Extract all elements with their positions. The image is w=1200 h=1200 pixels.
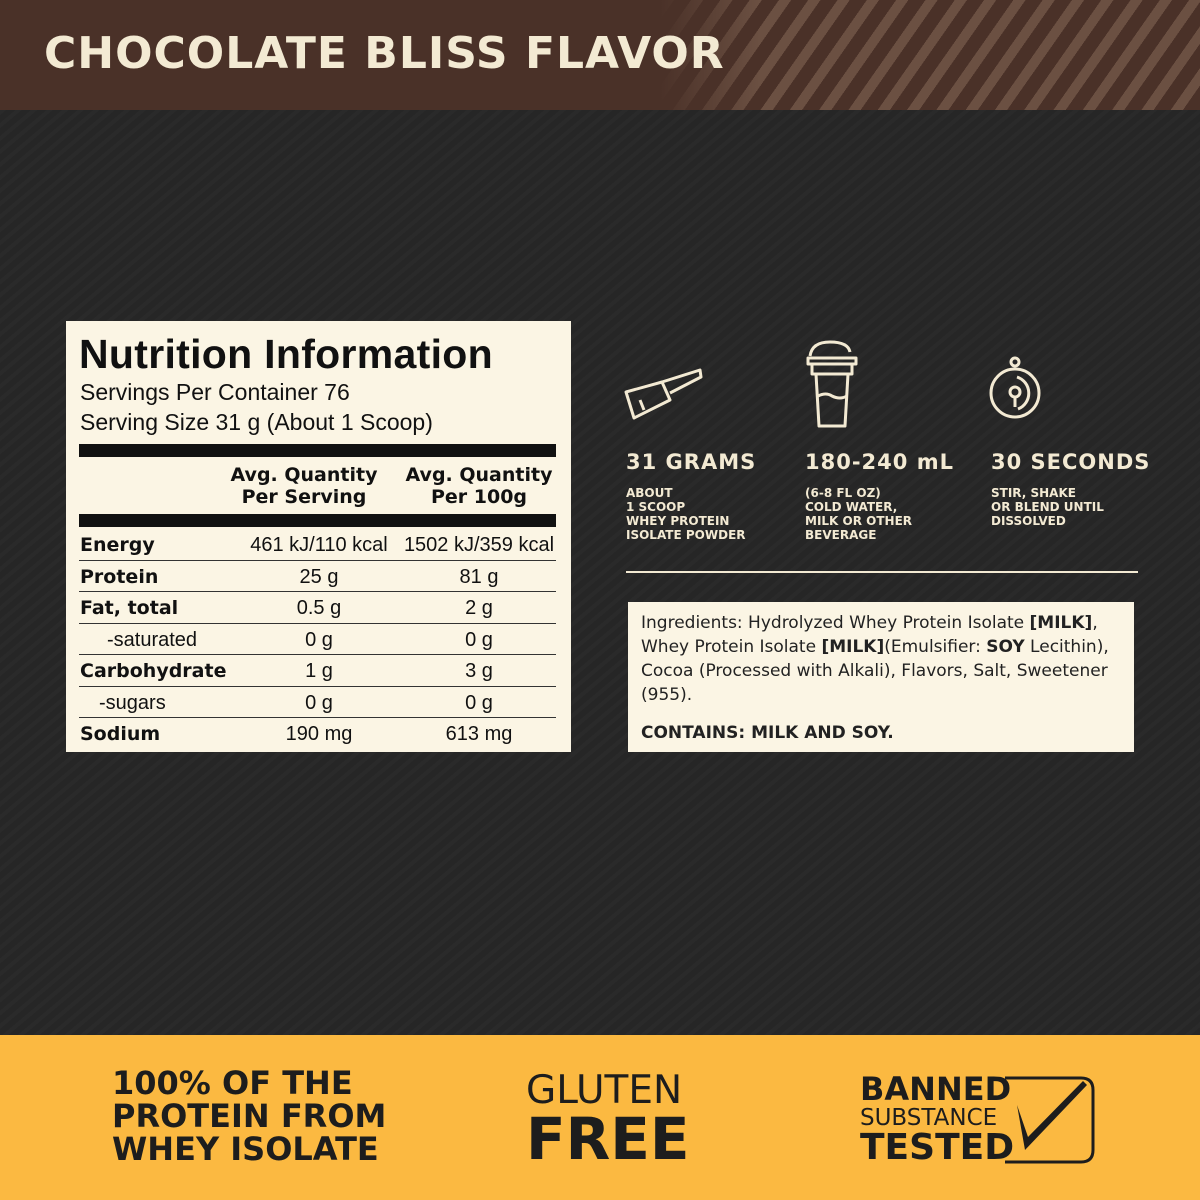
- col-header-per-serving: Avg. Quantity Per Serving: [230, 464, 378, 508]
- direction-text: STIR, SHAKE OR BLEND UNTIL DISSOLVED: [991, 486, 1104, 528]
- per-100g-value: 2 g: [465, 597, 493, 619]
- direction-liquid: 180-240 mL (6-8 FL OZ) COLD WATER, MILK O…: [805, 450, 954, 542]
- direction-text: (6-8 FL OZ) COLD WATER, MILK OR OTHER BE…: [805, 486, 913, 542]
- gluten-free-claim: GLUTEN FREE: [526, 1068, 690, 1173]
- row-label: -sugars: [99, 691, 166, 714]
- table-row: Energy 461 kJ/110 kcal 1502 kJ/359 kcal: [79, 529, 556, 561]
- checkmark-box-icon: [1005, 1076, 1095, 1164]
- table-row: Carbohydrate 1 g 3 g: [79, 655, 556, 687]
- allergen-statement: CONTAINS: MILK AND SOY.: [641, 723, 894, 743]
- col-header-per-100g: Avg. Quantity Per 100g: [405, 464, 553, 508]
- flavor-banner: CHOCOLATE BLISS FLAVOR: [0, 0, 1200, 110]
- per-serving-value: 190 mg: [285, 723, 353, 745]
- serving-size: Serving Size 31 g (About 1 Scoop): [80, 409, 433, 435]
- banned-substance-claim: BANNED SUBSTANCE TESTED: [860, 1070, 1015, 1168]
- row-label: Energy: [80, 534, 155, 556]
- per-serving-value: 0 g: [305, 691, 333, 714]
- direction-amount: 31 GRAMS ABOUT 1 SCOOP WHEY PROTEIN ISOLA…: [626, 450, 756, 542]
- per-100g-value: 0 g: [465, 691, 493, 714]
- per-serving-value: 25 g: [299, 565, 339, 588]
- per-serving-value: 1 g: [305, 660, 333, 682]
- table-row: -sugars 0 g 0 g: [79, 687, 556, 718]
- decorative-stripes: [660, 0, 1200, 110]
- ingredients-text: Ingredients: Hydrolyzed Whey Protein Iso…: [641, 613, 1109, 705]
- divider: [79, 514, 556, 527]
- direction-title: 30 SECONDS: [991, 450, 1151, 474]
- table-row: -saturated 0 g 0 g: [79, 624, 556, 655]
- table-row: Fat, total 0.5 g 2 g: [79, 592, 556, 624]
- per-100g-value: 1502 kJ/359 kcal: [403, 534, 555, 556]
- whey-isolate-claim: 100% OF THE PROTEIN FROM WHEY ISOLATE: [112, 1064, 387, 1168]
- row-label: Sodium: [80, 723, 161, 745]
- per-serving-value: 0.5 g: [296, 597, 342, 619]
- servings-per-container: Servings Per Container 76: [80, 379, 350, 405]
- ingredients-box: Ingredients: Hydrolyzed Whey Protein Iso…: [628, 602, 1134, 752]
- flavor-title: CHOCOLATE BLISS FLAVOR: [44, 28, 725, 79]
- claims-footer: 100% OF THE PROTEIN FROM WHEY ISOLATE GLUT…: [0, 1035, 1200, 1200]
- nutrition-panel: Nutrition Information Servings Per Conta…: [66, 321, 571, 752]
- row-label: Protein: [80, 565, 159, 588]
- per-100g-value: 613 mg: [445, 723, 513, 745]
- table-row: Protein 25 g 81 g: [79, 561, 556, 592]
- per-100g-value: 0 g: [465, 628, 493, 651]
- row-label: Carbohydrate: [80, 660, 227, 682]
- direction-time: 30 SECONDS STIR, SHAKE OR BLEND UNTIL DIS…: [991, 450, 1150, 528]
- direction-title: 31 GRAMS: [626, 450, 757, 474]
- table-row: Sodium 190 mg 613 mg: [79, 718, 556, 750]
- nutrition-title: Nutrition Information: [79, 331, 493, 377]
- divider: [79, 444, 556, 457]
- timer-icon: [989, 356, 1041, 419]
- per-100g-value: 81 g: [459, 565, 499, 588]
- per-serving-value: 0 g: [305, 628, 333, 651]
- divider: [626, 571, 1138, 573]
- row-label: -saturated: [107, 628, 198, 651]
- direction-title: 180-240 mL: [805, 450, 954, 474]
- per-serving-value: 461 kJ/110 kcal: [250, 534, 388, 556]
- row-label: Fat, total: [80, 597, 179, 619]
- direction-text: ABOUT 1 SCOOP WHEY PROTEIN ISOLATE POWDE…: [626, 486, 746, 542]
- scoop-icon: [624, 368, 703, 420]
- shaker-icon: [806, 340, 858, 428]
- per-100g-value: 3 g: [465, 660, 493, 682]
